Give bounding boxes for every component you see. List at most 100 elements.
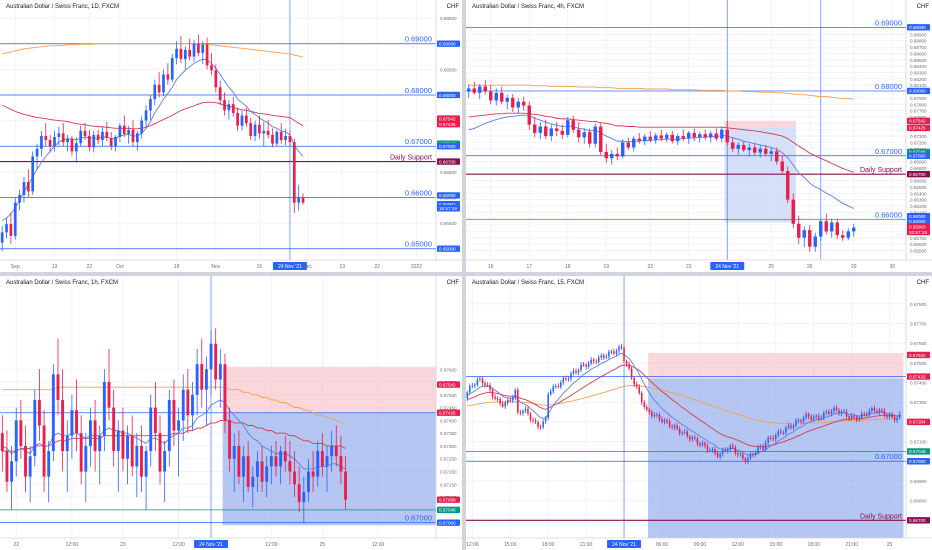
price-tick-label: 0.68500 [910, 58, 927, 63]
candle-body [179, 48, 183, 60]
candle-body [769, 151, 773, 154]
chart-pane-1h[interactable]: 0.670000.676000.675500.675000.674500.674… [0, 276, 462, 550]
candle-body [223, 100, 226, 111]
candle-body [582, 132, 586, 138]
candle-body [170, 58, 174, 80]
price-tag-label: 0.67425 [439, 122, 456, 127]
price-tag [437, 506, 460, 514]
candle-body [297, 197, 301, 203]
candle-body [759, 445, 762, 447]
candle-body [166, 74, 170, 80]
ema-fast-line [1, 58, 304, 221]
chart-svg-15m[interactable]: 0.67000 Daily Support 0.67800 0.67700 0.6760… [466, 276, 932, 550]
price-tick-label: 0.66600 [910, 179, 927, 184]
candle-body [577, 129, 581, 138]
pane-divider-horizontal[interactable] [0, 272, 932, 276]
candle-body [762, 445, 764, 450]
candle-body [105, 131, 109, 139]
candle-body [841, 235, 845, 238]
candle-body [848, 416, 850, 419]
price-tick-label: 0.68400 [910, 64, 927, 69]
candle-body [42, 425, 46, 477]
candle-body [232, 445, 236, 459]
candle-body [118, 125, 122, 137]
time-tick-label: 12:00 [466, 542, 479, 548]
price-tick-label: 0.67350 [440, 431, 457, 436]
price-tick-label: 0.66800 [910, 166, 927, 171]
time-tick-label: 09:00 [694, 542, 707, 548]
candle-body [709, 133, 713, 138]
candle-body [734, 447, 737, 454]
candle-body [484, 383, 486, 386]
candle-body [527, 105, 531, 125]
chart-svg-daily[interactable]: 0.69000 0.68000 0.67000 Daily Support 0.6600… [0, 0, 462, 272]
candle-body [815, 415, 818, 417]
candle-body [293, 471, 296, 485]
risk-zone [222, 366, 436, 413]
candle-body [255, 461, 259, 477]
chart-svg-1h[interactable]: 0.670000.676000.675500.675000.674500.674… [0, 276, 462, 550]
candle-body [567, 378, 570, 380]
risk-zone [724, 120, 796, 128]
candles [0, 328, 347, 523]
candle-body [670, 134, 674, 142]
candle-body [262, 130, 266, 134]
candle-body [632, 138, 636, 148]
candle-body [532, 419, 534, 421]
candle-body [608, 351, 610, 357]
candle-body [780, 431, 782, 433]
candle-body [711, 449, 714, 451]
candle-body [790, 425, 792, 428]
time-tick-label: 17 [526, 264, 532, 270]
candle-body [478, 86, 482, 93]
price-tag [437, 120, 460, 128]
candle-body [554, 385, 557, 387]
candle-body [845, 411, 848, 417]
price-tag-label: 0.67542 [439, 382, 456, 387]
candle-body [610, 153, 614, 159]
candle-body [747, 458, 749, 462]
candle-body [223, 364, 227, 421]
currency-label-4h: CHF [916, 4, 929, 10]
time-tick-label: 24 Nov '21 [612, 542, 636, 548]
candle-body [562, 378, 565, 383]
candle-body [603, 355, 605, 358]
price-tick-label: 0.67700 [910, 109, 927, 114]
candle-body [214, 343, 218, 380]
candle-body [643, 136, 647, 142]
price-tag-label: 0.66000 [439, 193, 456, 198]
candle-body [516, 101, 520, 108]
price-tick-label: 0.67300 [440, 444, 457, 449]
time-crosshair-tag [194, 540, 229, 548]
candle-body [577, 370, 580, 373]
candle-body [729, 445, 732, 450]
candle-body [769, 437, 772, 439]
candle-body [775, 151, 779, 162]
candle-body [720, 129, 724, 139]
time-crosshair-tag [710, 262, 745, 270]
chart-pane-4h[interactable]: 0.69000 0.68000 0.67000 Daily Support 0.6600… [466, 0, 932, 272]
price-tag-label: 0.69000 [909, 25, 926, 30]
chart-pane-15m[interactable]: 0.67000 Daily Support 0.67800 0.67700 0.6760… [466, 276, 932, 550]
price-tick-label: 0.68800 [910, 39, 927, 44]
candle-body [70, 139, 74, 152]
price-tick-label: 0.68100 [910, 83, 927, 88]
time-tick-label: Dec [303, 264, 312, 270]
candle-body [795, 420, 797, 426]
candle-body [678, 428, 681, 434]
candles [0, 34, 305, 252]
time-tick-label: 29 [851, 264, 857, 270]
candle-body [144, 451, 148, 477]
chart-svg-4h[interactable]: 0.69000 0.68000 0.67000 Daily Support 0.6600… [466, 0, 932, 272]
price-tag [907, 351, 930, 359]
candle-body [807, 414, 810, 417]
chart-pane-daily[interactable]: 0.69000 0.68000 0.67000 Daily Support 0.6600… [0, 0, 462, 272]
grid-lines [0, 0, 436, 260]
candle-body [325, 456, 329, 467]
price-tick-label: 0.67800 [910, 302, 927, 307]
candle-body [580, 364, 582, 371]
candle-body [116, 430, 120, 452]
level-label: 0.66000 [875, 210, 902, 219]
candle-body [835, 222, 839, 236]
time-axis-bg [0, 260, 462, 272]
